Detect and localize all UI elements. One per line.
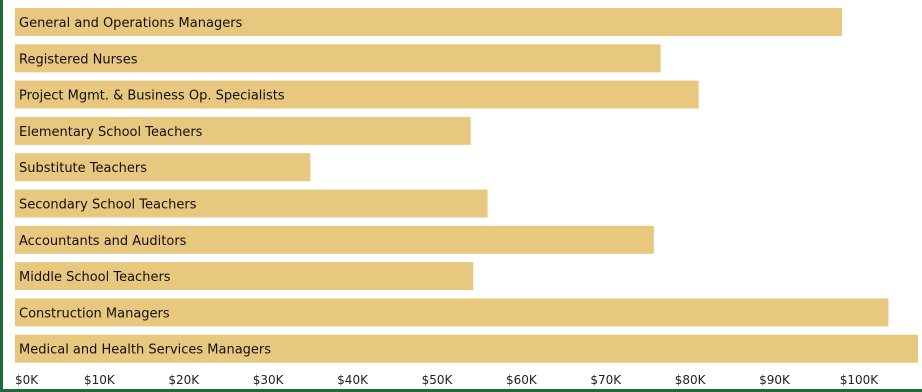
x-tick-label: $70K bbox=[590, 373, 622, 387]
bar-label: Registered Nurses bbox=[19, 52, 138, 67]
bar-label: Construction Managers bbox=[19, 306, 170, 321]
x-tick-label: $90K bbox=[759, 373, 791, 387]
bar bbox=[15, 262, 474, 291]
bar bbox=[15, 225, 654, 254]
bar-label: Elementary School Teachers bbox=[19, 125, 203, 140]
x-tick-label: $50K bbox=[422, 373, 454, 387]
x-tick-label: $10K bbox=[84, 373, 116, 387]
bar-label: Secondary School Teachers bbox=[19, 198, 197, 213]
x-tick-label: $20K bbox=[168, 373, 200, 387]
x-axis-ticks: $0K $10K $20K $30K $40K $50K $60K $70K $80K $90K $… bbox=[15, 373, 879, 387]
bar bbox=[15, 153, 311, 182]
bar bbox=[15, 44, 661, 73]
bar bbox=[15, 80, 699, 109]
bars-group: General and Operations Managers Registere… bbox=[15, 8, 918, 363]
bar-label: Project Mgmt. & Business Op. Specialists bbox=[19, 89, 285, 104]
x-tick-label: $60K bbox=[506, 373, 538, 387]
bar-label: Middle School Teachers bbox=[19, 270, 171, 285]
x-tick-label: $80K bbox=[675, 373, 707, 387]
bar-label: Substitute Teachers bbox=[19, 161, 147, 176]
x-tick-label: $100K bbox=[840, 373, 880, 387]
x-tick-label: $30K bbox=[253, 373, 285, 387]
x-tick-label: $0K bbox=[15, 373, 39, 387]
bar-chart: General and Operations Managers Registere… bbox=[15, 8, 918, 387]
bar-label: Medical and Health Services Managers bbox=[19, 343, 271, 358]
bar bbox=[15, 334, 918, 363]
bar bbox=[15, 8, 843, 36]
bar bbox=[15, 189, 488, 218]
bar-label: General and Operations Managers bbox=[19, 16, 243, 31]
bar-label: Accountants and Auditors bbox=[19, 234, 187, 249]
bar bbox=[15, 116, 471, 145]
bar bbox=[15, 298, 889, 327]
x-tick-label: $40K bbox=[337, 373, 369, 387]
